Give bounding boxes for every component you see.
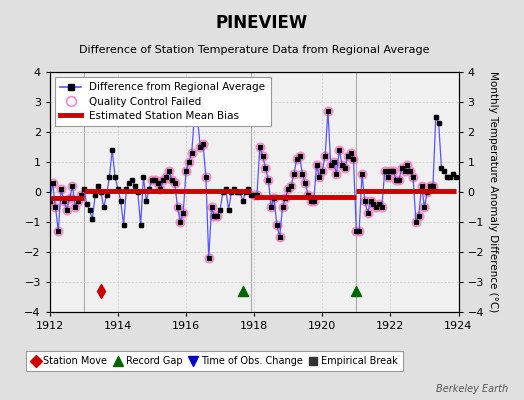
Y-axis label: Monthly Temperature Anomaly Difference (°C): Monthly Temperature Anomaly Difference (… <box>488 71 498 313</box>
Title: Difference of Station Temperature Data from Regional Average: Difference of Station Temperature Data f… <box>79 44 429 54</box>
Legend: Difference from Regional Average, Quality Control Failed, Estimated Station Mean: Difference from Regional Average, Qualit… <box>55 77 270 126</box>
Text: PINEVIEW: PINEVIEW <box>216 14 308 32</box>
Legend: Station Move, Record Gap, Time of Obs. Change, Empirical Break: Station Move, Record Gap, Time of Obs. C… <box>26 352 403 371</box>
Text: Berkeley Earth: Berkeley Earth <box>436 384 508 394</box>
